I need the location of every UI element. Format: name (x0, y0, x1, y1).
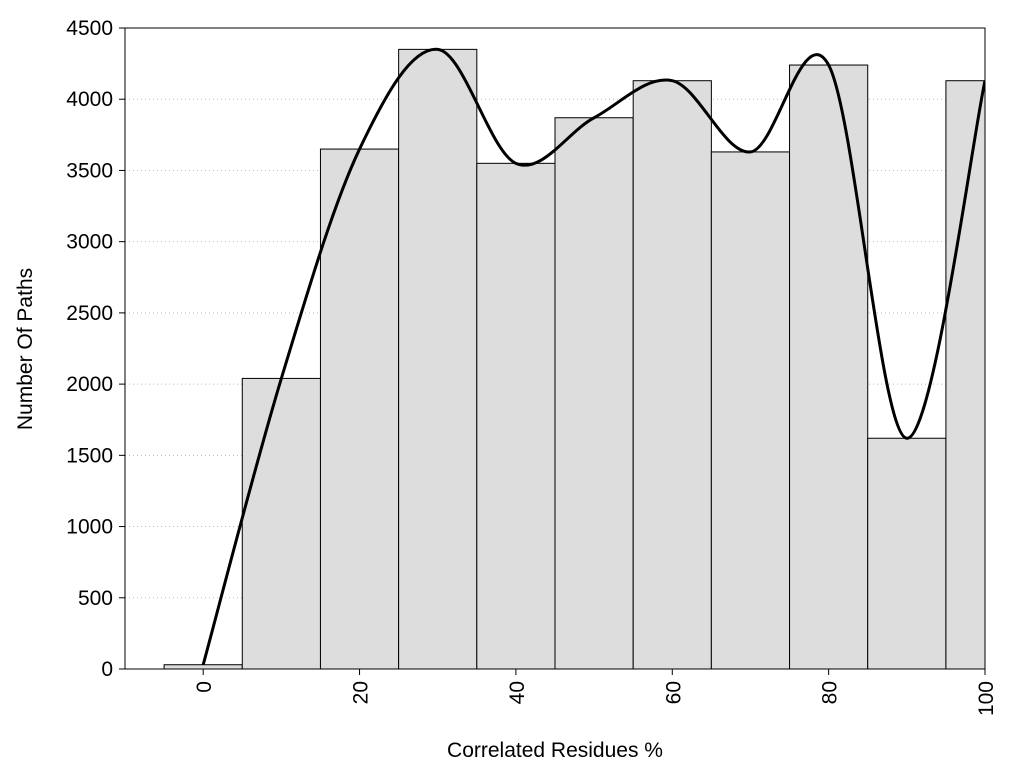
bar (632, 80, 712, 669)
bar (241, 377, 321, 669)
y-tick-label: 2000 (66, 373, 113, 396)
y-tick-label: 2500 (66, 302, 113, 325)
y-tick-label: 0 (101, 658, 113, 681)
bar (945, 80, 985, 669)
x-tick-label: 40 (506, 681, 529, 704)
fit-curve (201, 47, 985, 666)
y-tick-label: 500 (78, 587, 113, 610)
bar (867, 437, 947, 669)
x-tick-label: 100 (975, 681, 998, 716)
y-tick-label: 4500 (66, 17, 113, 40)
x-tick-label: 80 (819, 681, 842, 704)
x-tick-label: 0 (193, 681, 216, 693)
y-tick-label: 4000 (66, 88, 113, 111)
x-axis-title: Correlated Residues % (447, 739, 663, 762)
y-axis-title: Number Of Paths (14, 268, 37, 430)
x-tick-label: 20 (350, 681, 373, 704)
bar (319, 148, 400, 669)
bar (554, 117, 634, 669)
y-tick-label: 1500 (66, 444, 113, 467)
y-tick-label: 1000 (66, 516, 113, 539)
bar (398, 48, 478, 669)
bar (789, 64, 869, 669)
bar (710, 151, 791, 669)
bar (476, 162, 556, 669)
x-tick-label: 60 (662, 681, 685, 704)
y-tick-label: 3000 (66, 231, 113, 254)
y-tick-label: 3500 (66, 159, 113, 182)
plot-area (163, 47, 985, 669)
plot-frame (124, 27, 986, 670)
bar (163, 664, 243, 669)
